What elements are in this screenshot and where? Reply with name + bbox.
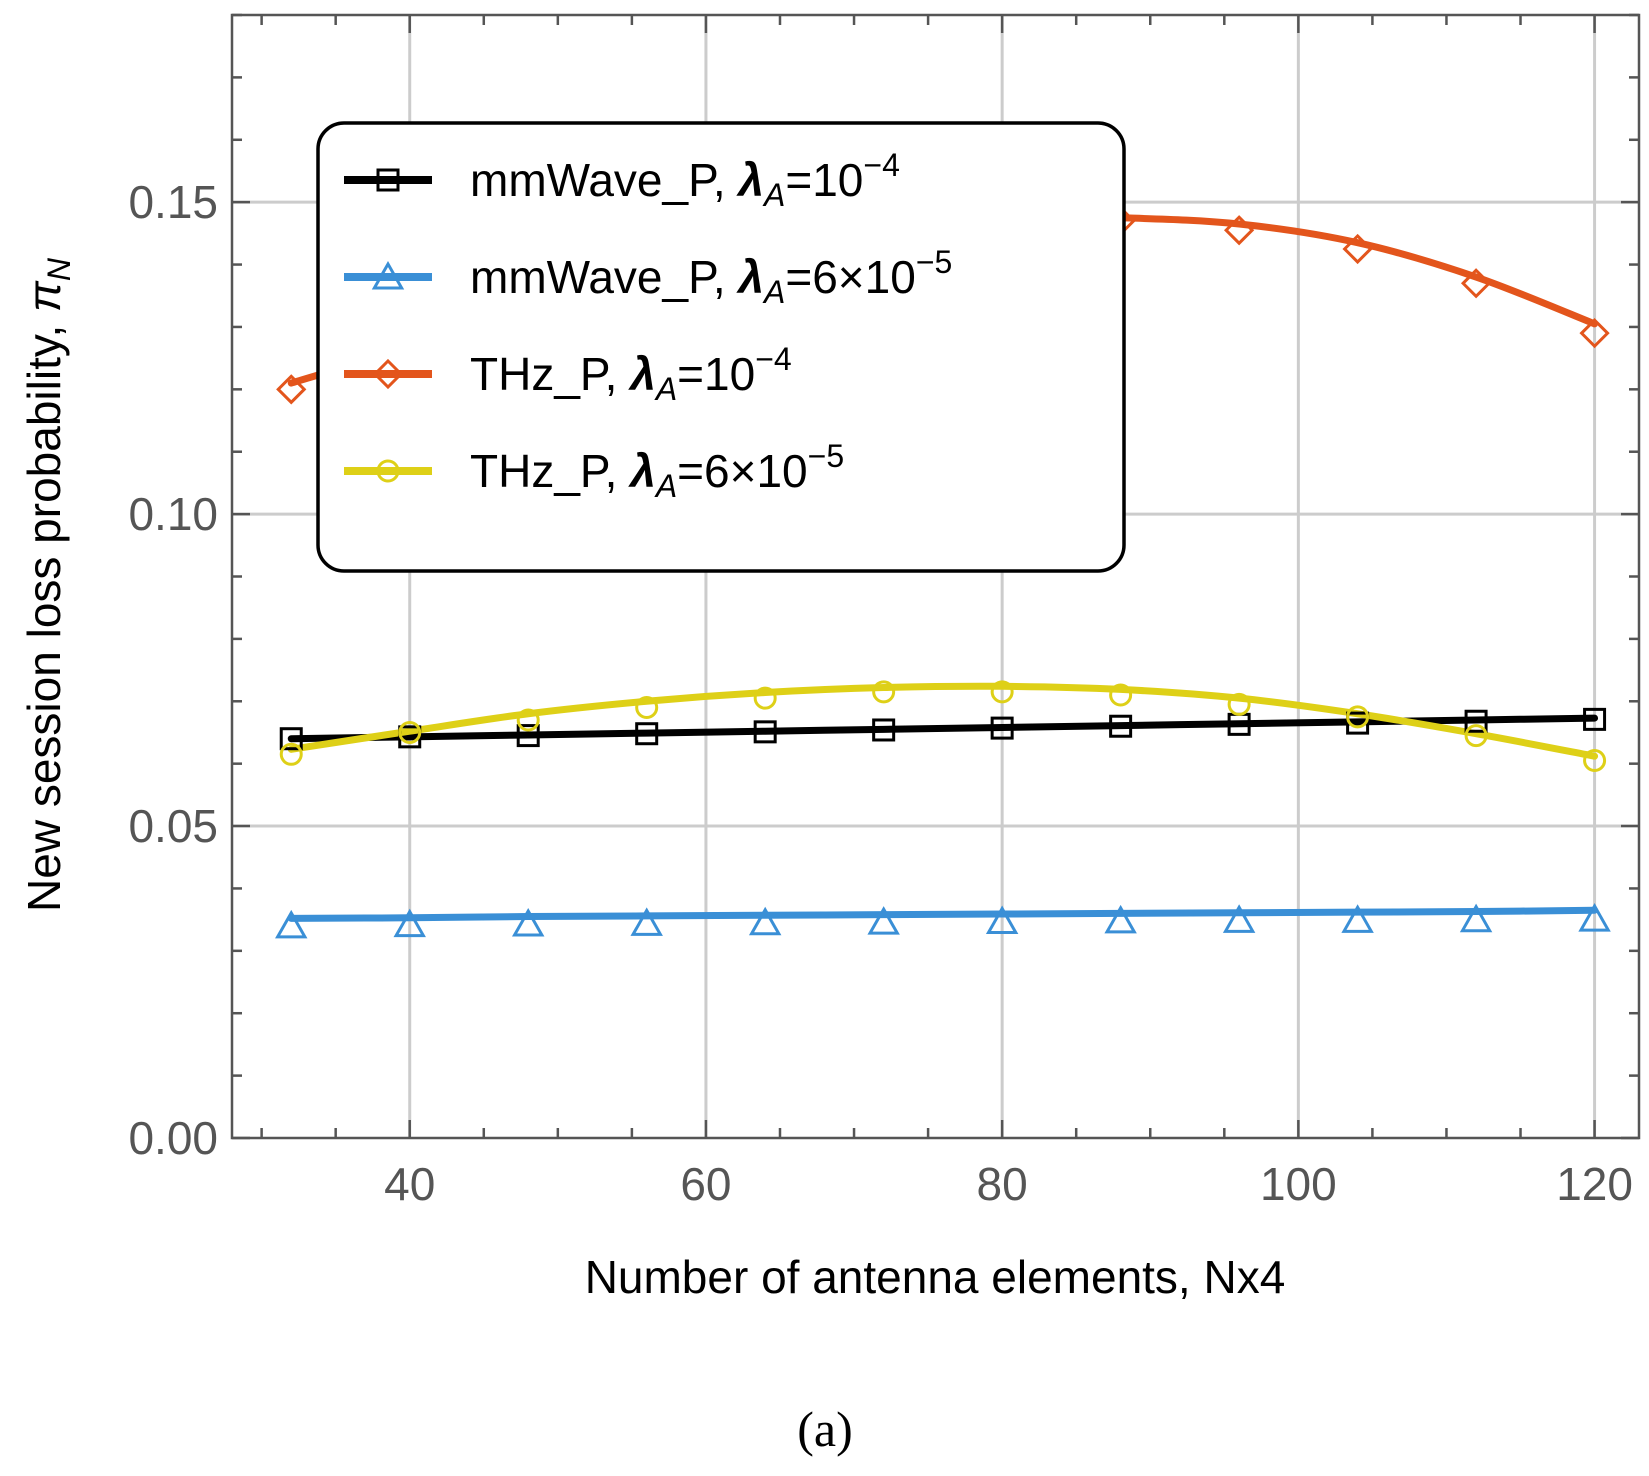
data-point-square: [516, 724, 540, 748]
y-axis-title: New session loss probability, πN: [18, 257, 77, 912]
data-point-circle: [990, 680, 1014, 704]
x-tick-label: 60: [680, 1158, 731, 1210]
data-point-square: [753, 720, 777, 744]
x-axis-title: Number of antenna elements, Nx4: [585, 1251, 1286, 1303]
data-point-diamond: [1223, 215, 1255, 246]
data-point-circle: [635, 696, 659, 720]
data-point-square: [990, 716, 1014, 740]
data-point-triangle: [630, 907, 663, 936]
data-point-triangle: [1578, 902, 1611, 932]
data-point-square: [872, 718, 896, 742]
legend-entries: mmWave_P, λA=10−4 mmWave_P, λA=6×10−5 THz_…: [344, 147, 952, 504]
y-tick-label: 0.05: [128, 800, 218, 852]
legend-marker-circle: [376, 459, 400, 483]
data-point-square: [635, 722, 659, 746]
data-point-triangle: [1104, 904, 1137, 934]
series-line-square: [287, 714, 1599, 743]
y-tick-label: 0.15: [128, 176, 218, 228]
y-tick-label: 0.00: [128, 1112, 218, 1164]
legend: mmWave_P, λA=10−4 mmWave_P, λA=6×10−5 THz_…: [316, 121, 1126, 573]
data-point-triangle: [1341, 904, 1374, 933]
x-tick-label: 100: [1260, 1158, 1337, 1210]
y-tick-label: 0.10: [128, 488, 218, 540]
data-point-triangle: [275, 909, 308, 939]
data-point-triangle: [511, 907, 545, 937]
data-point-circle: [1109, 683, 1133, 707]
data-point-diamond: [276, 374, 307, 405]
legend-label-diamond: THz_P, λA=10−4: [470, 341, 792, 407]
series-line-triangle: [287, 906, 1599, 922]
legend-label-circle: THz_P, λA=6×10−5: [470, 438, 844, 504]
y-axis-title-symbol: π: [18, 280, 70, 312]
data-point-circle: [1227, 692, 1251, 716]
figure-caption: (a): [797, 1401, 853, 1457]
data-point-square: [1346, 711, 1370, 735]
y-axis-title-text: New session loss probability,: [18, 312, 70, 912]
data-point-triangle: [393, 908, 426, 938]
legend-marker-square: [376, 168, 400, 192]
x-tick-labels: 40 60 80 100 120: [384, 1158, 1633, 1210]
data-point-square: [279, 727, 303, 751]
data-point-diamond: [1342, 233, 1373, 265]
legend-box: [316, 121, 1126, 573]
series-line-circle: [287, 682, 1599, 760]
data-point-circle: [872, 680, 896, 704]
data-point-square: [1109, 714, 1133, 738]
data-point-diamond: [1579, 318, 1610, 349]
data-point-triangle: [748, 906, 782, 936]
legend-label-square: mmWave_P, λA=10−4: [470, 147, 900, 213]
data-point-square: [1464, 709, 1488, 733]
data-point-triangle: [1459, 903, 1493, 933]
legend-marker-triangle: [371, 260, 405, 290]
data-point-circle: [279, 742, 303, 766]
data-point-circle: [1346, 705, 1370, 729]
x-tick-label: 80: [977, 1158, 1028, 1210]
data-point-circle: [516, 708, 540, 732]
data-point-triangle: [867, 906, 900, 935]
data-point-circle: [1583, 749, 1607, 773]
y-tick-labels: 0.00 0.05 0.10 0.15: [128, 176, 218, 1164]
minor-ticks: [232, 13, 1639, 1140]
data-point-circle: [398, 720, 422, 744]
legend-label-triangle: mmWave_P, λA=6×10−5: [470, 244, 952, 310]
y-axis-title-subscript: N: [41, 257, 77, 281]
data-point-square: [1583, 707, 1607, 731]
data-point-triangle: [985, 905, 1019, 935]
data-point-circle: [1464, 724, 1488, 748]
data-point-diamond: [1460, 268, 1492, 299]
x-tick-label: 120: [1556, 1158, 1633, 1210]
legend-marker-diamond: [372, 358, 404, 390]
data-point-triangle: [1222, 904, 1256, 933]
x-tick-label: 40: [384, 1158, 435, 1210]
data-point-circle: [753, 686, 777, 710]
